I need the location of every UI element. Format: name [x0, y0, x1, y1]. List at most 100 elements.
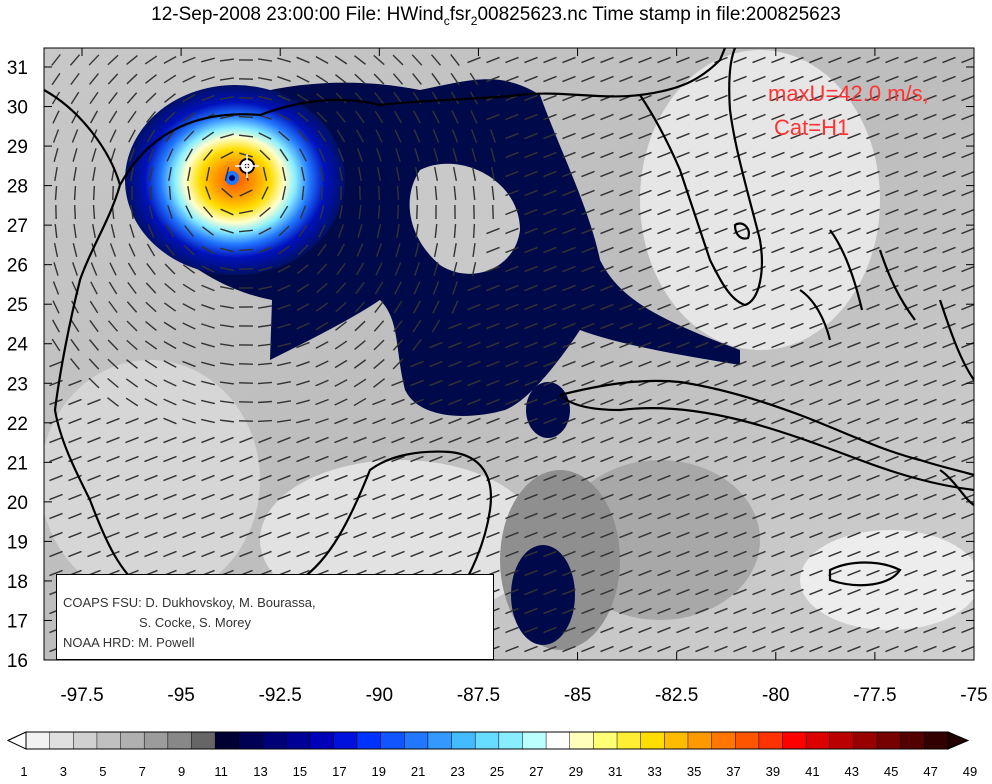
- plot-frame: [43, 47, 975, 661]
- colorbar-label: 21: [411, 764, 425, 779]
- x-tick-label: -92.5: [259, 685, 302, 706]
- colorbar-label: 35: [687, 764, 701, 779]
- y-tick-label: 17: [7, 611, 28, 632]
- colorbar-swatch: [333, 732, 358, 749]
- colorbar-swatch: [806, 732, 831, 749]
- colorbar-label: 31: [608, 764, 622, 779]
- x-tick-label: -82.5: [655, 685, 698, 706]
- colorbar-swatch: [711, 732, 736, 749]
- y-tick-label: 20: [7, 493, 28, 514]
- y-tick-label: 21: [7, 453, 28, 474]
- colorbar-label: 25: [490, 764, 504, 779]
- colorbar-label: 41: [805, 764, 819, 779]
- x-tick-label: -80: [762, 685, 789, 706]
- colorbar-swatch: [120, 732, 145, 749]
- x-tick-label: -75: [960, 685, 987, 706]
- x-axis: -97.5 -95 -92.5 -90 -87.5 -85 -82.5 -80 -77.5 -75: [60, 48, 988, 706]
- y-tick-label: 24: [7, 335, 29, 356]
- colorbar-swatch: [664, 732, 689, 749]
- colorbar-label: 1: [20, 764, 27, 779]
- colorbar-label: 45: [884, 764, 898, 779]
- x-tick-label: -90: [366, 685, 393, 706]
- colorbar-swatch: [498, 732, 523, 749]
- colorbar-swatch: [356, 732, 382, 749]
- y-tick-label: 28: [7, 177, 28, 198]
- colorbar-swatch: [380, 732, 405, 749]
- colorbar-label: 7: [139, 764, 146, 779]
- x-tick-label: -77.5: [853, 685, 896, 706]
- colorbar-swatch: [191, 732, 216, 749]
- x-tick-label: -97.5: [60, 685, 103, 706]
- colorbar-label: 5: [99, 764, 106, 779]
- colorbar-swatch: [687, 732, 713, 749]
- colorbar-swatch: [735, 732, 760, 749]
- colorbar-label: 27: [529, 764, 543, 779]
- colorbar-swatch: [262, 732, 287, 749]
- colorbar-swatch: [522, 732, 547, 749]
- cuba: [559, 379, 974, 477]
- colorbar-swatch: [96, 732, 122, 749]
- x-tick-label: -85: [564, 685, 591, 706]
- colorbar-swatch: [286, 732, 311, 749]
- colorbar-swatch: [215, 732, 240, 749]
- colorbar-swatch: [758, 732, 784, 749]
- colorbar-label: 47: [923, 764, 937, 779]
- y-tick-label: 29: [7, 137, 28, 158]
- florida: [639, 48, 763, 307]
- wind-field: [44, 48, 974, 660]
- colorbar-swatch: [569, 732, 594, 749]
- colorbar-label: 39: [766, 764, 780, 779]
- colorbar-swatch: [829, 732, 854, 749]
- y-tick-label: 31: [7, 58, 28, 79]
- colorbar-label: 33: [647, 764, 661, 779]
- colorbar-label: 13: [253, 764, 267, 779]
- colorbar-swatch: [73, 732, 98, 749]
- colorbar-swatch: [404, 732, 429, 749]
- max-wind-label: maxU=42.0 m/s,: [768, 81, 929, 106]
- y-tick-label: 19: [7, 532, 28, 553]
- colorbar-swatch: [782, 732, 807, 749]
- colorbar-label: 19: [372, 764, 386, 779]
- credits-line-1: COAPS FSU: D. Dukhovskoy, M. Bourassa,: [63, 595, 316, 610]
- colorbar-swatch: [427, 732, 453, 749]
- colorbar-label: 43: [845, 764, 859, 779]
- colorbar-label: 29: [569, 764, 583, 779]
- colorbar-label: 9: [178, 764, 185, 779]
- colorbar-label: 3: [60, 764, 67, 779]
- colorbar-label: 23: [450, 764, 464, 779]
- colorbar-swatch: [475, 732, 500, 749]
- x-tick-label: -95: [167, 685, 194, 706]
- y-tick-label: 16: [7, 651, 28, 672]
- colorbar-label: 17: [332, 764, 346, 779]
- plot-title: 12-Sep-2008 23:00:00 File: HWindcfsr2008…: [151, 4, 841, 28]
- storm-center-marker: [235, 154, 259, 178]
- colorbar-swatch: [900, 732, 925, 749]
- y-tick-label: 30: [7, 98, 28, 119]
- colorbar-swatch: [26, 732, 51, 749]
- category-label: Cat=H1: [774, 115, 849, 140]
- colorbar-swatch: [640, 732, 665, 749]
- colorbar-label: 11: [214, 764, 228, 779]
- credits-line-2: S. Cocke, S. Morey: [139, 615, 251, 630]
- colorbar-swatch: [238, 732, 263, 749]
- y-tick-label: 27: [7, 216, 28, 237]
- y-tick-label: 23: [7, 374, 28, 395]
- colorbar-swatch: [924, 732, 949, 749]
- colorbar-swatch: [877, 732, 902, 749]
- colorbar-swatch: [617, 732, 642, 749]
- colorbar-label: 37: [726, 764, 740, 779]
- colorbar-swatch: [167, 732, 192, 749]
- credits-line-3: NOAA HRD: M. Powell: [63, 635, 195, 650]
- x-tick-label: -87.5: [457, 685, 500, 706]
- colorbar-swatch: [853, 732, 878, 749]
- y-tick-label: 26: [7, 256, 28, 277]
- y-axis: 31 30 29 28 27 26 25 24 23 22 21 20 19 18 17 16: [7, 58, 974, 672]
- colorbar: 1 3 5 7 9 11 13 15 17 19 21 23 25 27 29 31 33 35 37 39 41 43 4…: [6, 731, 977, 779]
- colorbar-label: 49: [963, 764, 977, 779]
- colorbar-swatch: [144, 732, 169, 749]
- colorbar-swatch: [593, 732, 618, 749]
- colorbar-swatch: [49, 732, 74, 749]
- colorbar-swatch: [309, 732, 334, 749]
- colorbar-swatch: [546, 732, 571, 749]
